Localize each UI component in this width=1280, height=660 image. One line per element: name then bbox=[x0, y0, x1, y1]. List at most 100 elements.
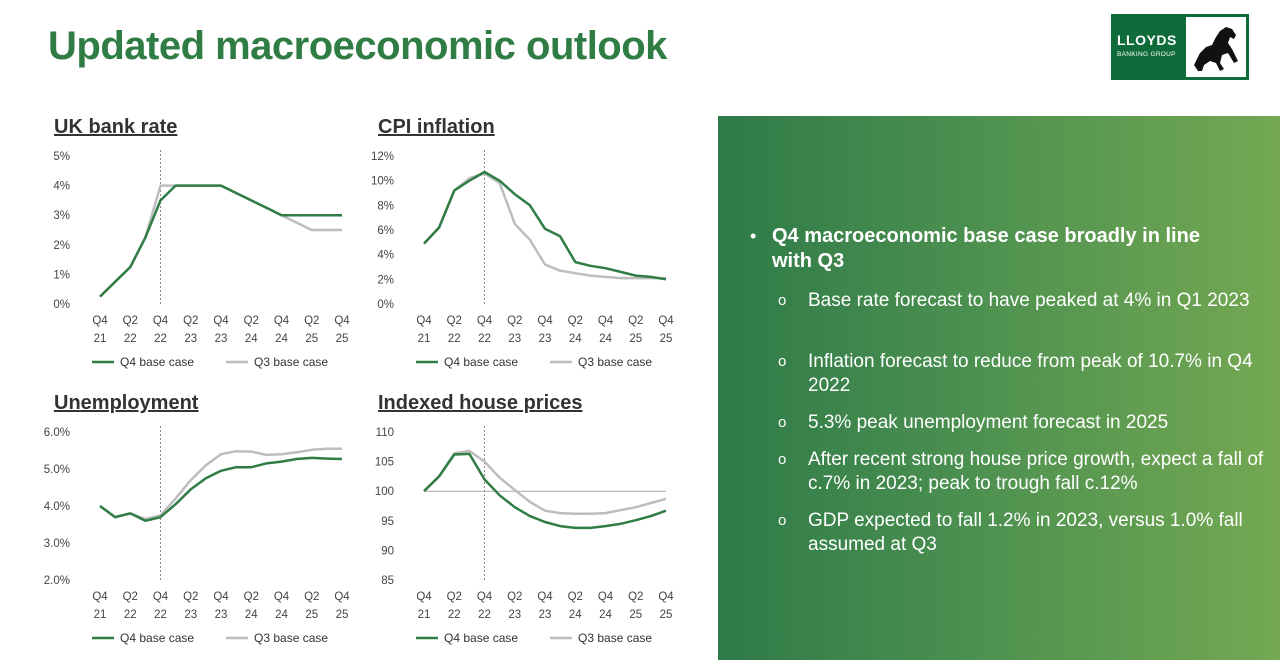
sub-bullet-marker: o bbox=[778, 451, 787, 468]
series-line-q4 bbox=[423, 452, 667, 530]
y-tick-label: 10% bbox=[371, 176, 394, 188]
sub-bullet-text: After recent strong house price growth, … bbox=[808, 449, 1264, 494]
x-tick-label: 23 bbox=[508, 609, 521, 621]
series-line-q4 bbox=[99, 456, 343, 523]
logo-text-line1: LLOYDS bbox=[1117, 32, 1177, 48]
x-tick-label: Q4 bbox=[213, 591, 229, 603]
x-tick-label: 23 bbox=[184, 609, 197, 621]
legend-label: Q4 base case bbox=[444, 631, 518, 645]
x-tick-label: Q4 bbox=[537, 315, 553, 327]
y-tick-label: 0% bbox=[377, 299, 394, 311]
y-tick-label: 8% bbox=[377, 200, 394, 212]
y-tick-label: 85 bbox=[381, 575, 394, 587]
y-tick-label: 1% bbox=[53, 269, 70, 281]
x-tick-label: Q4 bbox=[658, 315, 674, 327]
x-tick-label: 23 bbox=[508, 333, 521, 345]
y-tick-label: 5% bbox=[53, 151, 70, 163]
chart-svg: 2.0% 3.0% 4.0% 5.0% 6.0% Q4 21 Q2 22 Q4 22 Q2 23 Q4 23… bbox=[44, 426, 350, 645]
chart-svg: 85 90 95 100 105 110 Q4 21 Q2 22 Q4 22 Q2 23 Q4 23 Q2 24 Q… bbox=[375, 426, 674, 645]
y-tick-label: 6% bbox=[377, 225, 394, 237]
chart-svg: 0% 1% 2% 3% 4% 5% Q4 21 Q2 22 Q4 22 Q2 23 Q4 23 Q2 24 Q4 24… bbox=[53, 150, 350, 369]
x-tick-label: 22 bbox=[448, 333, 461, 345]
x-tick-label: 24 bbox=[599, 333, 612, 345]
chart-indexed-house-prices: Indexed house prices 85 90 95 100 105 110 Q4 21… bbox=[375, 392, 678, 652]
sub-bullet-text: GDP expected to fall 1.2% in 2023, versu… bbox=[808, 510, 1243, 555]
x-tick-label: Q4 bbox=[598, 315, 614, 327]
x-tick-label: 25 bbox=[305, 333, 318, 345]
y-tick-label: 12% bbox=[371, 151, 394, 163]
y-tick-label: 4% bbox=[377, 250, 394, 262]
x-tick-label: Q2 bbox=[304, 315, 319, 327]
x-tick-label: Q4 bbox=[92, 315, 108, 327]
x-tick-label: Q2 bbox=[507, 315, 522, 327]
x-tick-label: Q2 bbox=[447, 315, 462, 327]
chart-title: CPI inflation bbox=[378, 116, 495, 138]
x-tick-label: 24 bbox=[569, 333, 582, 345]
x-tick-label: Q4 bbox=[153, 315, 169, 327]
y-tick-label: 3.0% bbox=[44, 538, 70, 550]
summary-panel: • Q4 macroeconomic base case broadly in … bbox=[718, 116, 1280, 660]
legend-label: Q3 base case bbox=[578, 631, 652, 645]
x-tick-label: 25 bbox=[629, 609, 642, 621]
x-tick-label: 25 bbox=[660, 333, 673, 345]
x-tick-label: 22 bbox=[478, 333, 491, 345]
x-tick-label: 24 bbox=[245, 333, 258, 345]
x-tick-label: Q4 bbox=[334, 315, 350, 327]
x-tick-label: 21 bbox=[94, 333, 107, 345]
x-tick-label: Q4 bbox=[416, 315, 432, 327]
lloyds-logo[interactable]: LLOYDS BANKING GROUP bbox=[1111, 14, 1249, 80]
x-tick-label: 22 bbox=[154, 609, 167, 621]
y-tick-label: 4.0% bbox=[44, 501, 70, 513]
x-tick-label: Q4 bbox=[537, 591, 553, 603]
chart-uk-bank-rate: UK bank rate 0% 1% 2% 3% 4% 5% Q4 21 Q2 22 Q4 22 Q2 2… bbox=[53, 116, 354, 376]
chart-title: UK bank rate bbox=[54, 116, 178, 138]
chart-svg: 0% 2% 4% 6% 8% 10% 12% Q4 21 Q2 22 Q4 22 Q2 23 Q4 23 Q2 24… bbox=[371, 150, 674, 369]
y-tick-label: 3% bbox=[53, 210, 70, 222]
legend-label: Q3 base case bbox=[254, 631, 328, 645]
x-tick-label: Q4 bbox=[92, 591, 108, 603]
x-tick-label: 22 bbox=[154, 333, 167, 345]
page-title: Updated macroeconomic outlook bbox=[48, 24, 667, 68]
main-bullet-marker: • bbox=[750, 226, 757, 246]
x-tick-label: 23 bbox=[184, 333, 197, 345]
y-tick-label: 0% bbox=[53, 299, 70, 311]
y-tick-label: 100 bbox=[375, 486, 394, 498]
y-tick-label: 90 bbox=[381, 545, 394, 557]
x-tick-label: Q2 bbox=[183, 591, 198, 603]
main-bullet-text: Q4 macroeconomic base case broadly in li… bbox=[772, 225, 1200, 272]
y-tick-label: 4% bbox=[53, 181, 70, 193]
y-tick-label: 105 bbox=[375, 457, 394, 469]
chart-unemployment: Unemployment 2.0% 3.0% 4.0% 5.0% 6.0% Q4 21 Q2 2… bbox=[44, 392, 354, 652]
series-line-q3 bbox=[99, 184, 342, 298]
x-tick-label: 25 bbox=[336, 333, 349, 345]
x-tick-label: Q2 bbox=[447, 591, 462, 603]
x-tick-label: Q4 bbox=[153, 591, 169, 603]
legend-label: Q3 base case bbox=[578, 355, 652, 369]
sub-bullet-text: 5.3% peak unemployment forecast in 2025 bbox=[808, 412, 1169, 433]
sub-bullet-text: Base rate forecast to have peaked at 4% … bbox=[808, 290, 1250, 311]
x-tick-label: Q4 bbox=[658, 591, 674, 603]
y-tick-label: 2% bbox=[53, 240, 70, 252]
y-tick-label: 2% bbox=[377, 274, 394, 286]
x-tick-label: 23 bbox=[215, 609, 228, 621]
x-tick-label: 21 bbox=[418, 609, 431, 621]
x-tick-label: Q2 bbox=[568, 591, 583, 603]
x-tick-label: 25 bbox=[660, 609, 673, 621]
x-tick-label: Q4 bbox=[477, 591, 493, 603]
x-tick-label: 25 bbox=[336, 609, 349, 621]
x-tick-label: 24 bbox=[275, 609, 288, 621]
legend-label: Q3 base case bbox=[254, 355, 328, 369]
black-horse-icon bbox=[1186, 17, 1246, 77]
series-line-q4 bbox=[99, 184, 342, 298]
x-tick-label: Q4 bbox=[274, 591, 290, 603]
chart-title: Unemployment bbox=[54, 392, 199, 414]
x-tick-label: Q4 bbox=[416, 591, 432, 603]
sub-bullet-marker: o bbox=[778, 353, 787, 370]
x-tick-label: 25 bbox=[305, 609, 318, 621]
x-tick-label: 23 bbox=[215, 333, 228, 345]
x-tick-label: 24 bbox=[275, 333, 288, 345]
series-line-q3 bbox=[423, 449, 667, 515]
x-tick-label: Q2 bbox=[568, 315, 583, 327]
y-tick-label: 95 bbox=[381, 516, 394, 528]
x-tick-label: Q4 bbox=[274, 315, 290, 327]
